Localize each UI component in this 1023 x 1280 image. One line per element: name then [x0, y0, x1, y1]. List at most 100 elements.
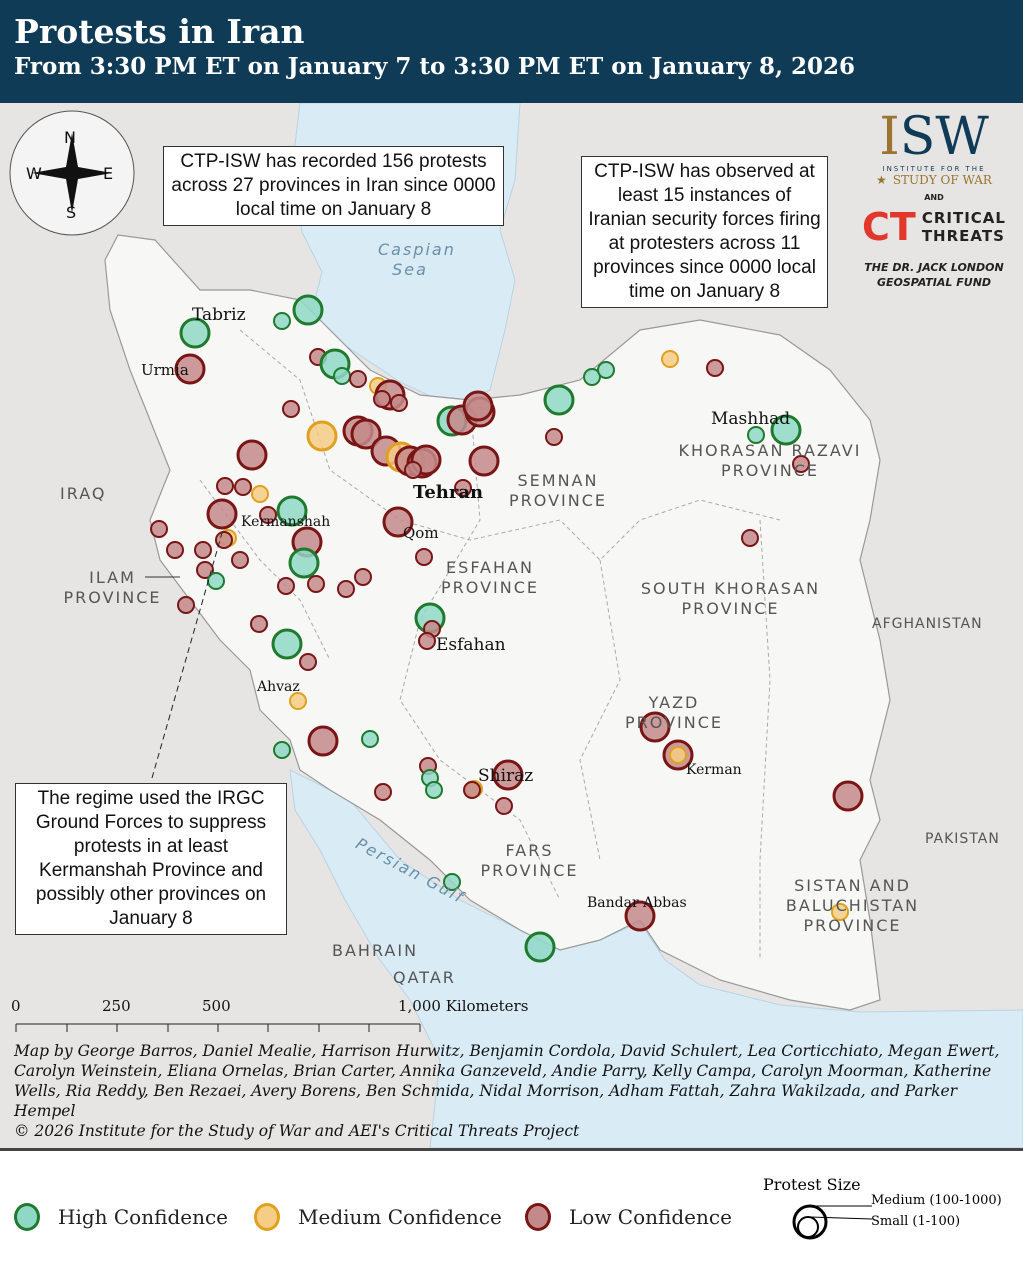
legend-medium-label: Medium Confidence [298, 1205, 502, 1229]
map[interactable]: N S W E CTP-ISW has recorded 156 protest… [0, 103, 1023, 1148]
fund-line1: THE DR. JACK LONDON [864, 261, 1004, 274]
protest-markers [150, 294, 864, 963]
protest-marker-high-confidence [524, 931, 556, 963]
protest-marker-low-confidence [415, 548, 433, 566]
protest-marker-low-confidence [307, 725, 339, 757]
ct-name2: THREATS [921, 227, 1005, 245]
label-ilam: ILAM PROVINCE [63, 568, 162, 607]
small-size-label: Small (1-100) [871, 1214, 961, 1229]
label-esfahan-province: ESFAHAN PROVINCE [441, 558, 539, 597]
iran-outline [104, 234, 891, 1011]
label-fars: FARS PROVINCE [480, 841, 579, 880]
protest-marker-low-confidence [215, 531, 233, 549]
protest-marker-medium-confidence [831, 903, 849, 921]
isw-sub2: ★ STUDY OF WAR [876, 173, 992, 187]
medium-confidence-swatch [254, 1203, 280, 1231]
protest-marker-low-confidence [250, 615, 268, 633]
protest-marker-low-confidence [234, 478, 252, 496]
isw-sub1: INSTITUTE FOR THE [882, 165, 986, 173]
protest-marker-low-confidence [373, 390, 391, 408]
protest-marker-low-confidence [706, 359, 724, 377]
protest-marker-low-confidence [374, 783, 392, 801]
protest-marker-high-confidence [288, 547, 320, 579]
city-ahvaz: Ahvaz [257, 679, 300, 695]
label-sistan: SISTAN AND BALUCHISTAN PROVINCE [785, 876, 920, 935]
scale-0: 0 [11, 997, 21, 1015]
label-south-khorasan: SOUTH KHORASAN PROVINCE [640, 579, 821, 618]
label-qatar: QATAR [393, 968, 456, 987]
legend: High Confidence Medium Confidence Low Co… [0, 1148, 1023, 1280]
logo-and: AND [924, 193, 944, 202]
protest-marker-low-confidence [307, 575, 325, 593]
protest-marker-low-confidence [337, 580, 355, 598]
protest-marker-high-confidence [583, 368, 601, 386]
protest-marker-low-confidence [150, 520, 168, 538]
protest-marker-high-confidence [276, 495, 308, 527]
protest-marker-medium-confidence [251, 485, 269, 503]
gulf-water [289, 769, 1023, 1148]
city-urmia: Urmia [141, 361, 189, 379]
protest-marker-low-confidence [236, 439, 268, 471]
label-iraq: IRAQ [60, 484, 107, 503]
label-afghanistan: AFGHANISTAN [872, 616, 983, 632]
protest-marker-low-confidence [282, 400, 300, 418]
protest-marker-low-confidence [454, 479, 472, 497]
city-shiraz: Shiraz [478, 766, 534, 786]
protest-marker-low-confidence [196, 561, 214, 579]
protest-marker-low-confidence [624, 900, 656, 932]
callout-leader-line [145, 532, 223, 779]
ct-name1: CRITICAL [921, 209, 1006, 227]
protest-marker-low-confidence [832, 780, 864, 812]
protest-marker-low-confidence [350, 418, 382, 450]
protest-marker-high-confidence [361, 730, 379, 748]
legend-medium: Medium Confidence [254, 1203, 502, 1231]
map-subtitle: From 3:30 PM ET on January 7 to 3:30 PM … [14, 53, 855, 80]
city-tabriz: Tabriz [192, 305, 246, 325]
protest-marker-low-confidence [382, 506, 414, 538]
map-title: Protests in Iran [14, 12, 305, 51]
protest-marker-high-confidence [747, 426, 765, 444]
protest-marker-low-confidence [166, 541, 184, 559]
protest-marker-low-confidence [492, 759, 524, 791]
isw-logo-text: ISW [879, 107, 989, 167]
protest-marker-low-confidence [174, 353, 206, 385]
label-yazd: YAZD PROVINCE [625, 693, 723, 732]
protest-marker-high-confidence [443, 873, 461, 891]
city-mashhad: Mashhad [711, 409, 791, 429]
protest-marker-low-confidence [462, 390, 494, 422]
isw-ct-logo: ISW INSTITUTE FOR THE ★ STUDY OF WAR AND … [859, 109, 1009, 290]
city-tehran: Tehran [413, 482, 484, 503]
legend-high: High Confidence [14, 1203, 228, 1231]
protest-marker-low-confidence [404, 461, 422, 479]
label-caspian: Caspian Sea [378, 240, 456, 279]
map-canvas [9, 103, 1023, 1148]
callout-irgc: The regime used the IRGC Ground Forces t… [15, 783, 287, 935]
protest-marker-high-confidence [273, 312, 291, 330]
header: Protests in Iran From 3:30 PM ET on Janu… [0, 0, 1023, 103]
protest-marker-low-confidence [639, 711, 671, 743]
legend-low-label: Low Confidence [569, 1205, 732, 1229]
protest-marker-low-confidence [206, 498, 238, 530]
ct-logo-mark: CT [862, 205, 916, 249]
scale-1000: 1,000 Kilometers [398, 997, 529, 1015]
protest-marker-low-confidence [468, 445, 500, 477]
protest-marker-high-confidence [543, 384, 575, 416]
protest-marker-low-confidence [216, 477, 234, 495]
city-kermanshah: Kermanshah [241, 514, 331, 530]
protest-marker-low-confidence [231, 551, 249, 569]
city-qom: Qom [403, 524, 439, 542]
protest-marker-medium-confidence [661, 350, 679, 368]
protest-marker-low-confidence [177, 596, 195, 614]
scale-500: 500 [202, 997, 231, 1015]
compass-s: S [66, 203, 77, 222]
compass-e: E [103, 164, 114, 183]
label-pakistan: PAKISTAN [925, 831, 1000, 847]
protest-marker-high-confidence [770, 414, 802, 446]
protest-marker-low-confidence [741, 529, 759, 547]
protest-marker-low-confidence [349, 370, 367, 388]
protest-marker-low-confidence [299, 653, 317, 671]
protest-marker-low-confidence [390, 394, 408, 412]
city-esfahan: Esfahan [436, 635, 506, 655]
label-khorasan-razavi: KHORASAN RAZAVI PROVINCE [678, 441, 862, 480]
callout-security-firing: CTP-ISW has observed at least 15 instanc… [581, 156, 828, 308]
